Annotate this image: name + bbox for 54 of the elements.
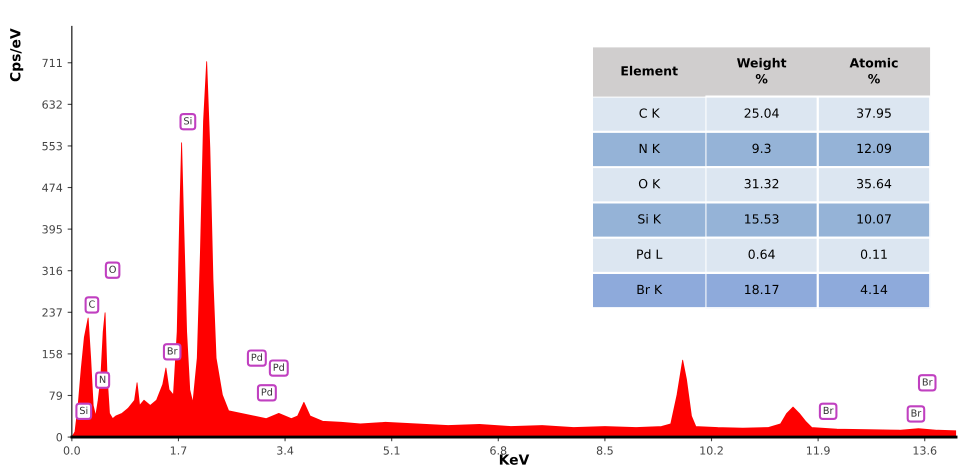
annotation: Br: [922, 378, 933, 386]
x-tick-label: 13.6: [914, 446, 936, 455]
y-axis-title: Element: [622, 66, 678, 76]
y-tick-label: Br K: [637, 284, 662, 294]
data-label: 0.11: [860, 249, 887, 259]
y-axis-title: Cps/eV: [10, 28, 24, 82]
annotation: Pd: [252, 353, 262, 361]
x-tick-label: 1.7: [170, 446, 186, 455]
data-label: 31.32: [744, 178, 778, 188]
y-tick-label: 553: [42, 142, 62, 150]
data-label: 37.95: [857, 108, 891, 118]
y-tick-label: 237: [42, 308, 62, 317]
y-tick-label: Pd L: [637, 249, 662, 259]
x-tick-label: 3.4: [277, 446, 294, 455]
data-label: 9.3: [752, 144, 771, 154]
data-label: 35.64: [857, 178, 892, 188]
annotation: Br: [912, 410, 922, 417]
y-tick-label: N K: [640, 144, 660, 153]
x-tick-label: 5.1: [384, 446, 400, 455]
x-tick-label: 10.2: [700, 446, 723, 455]
x-axis-title: KeV: [500, 454, 530, 465]
annotation: Br: [824, 406, 834, 414]
y-tick-label: O K: [638, 178, 660, 188]
data-label: 0.64: [748, 249, 775, 259]
y-tick-label: Si K: [638, 214, 662, 224]
y-tick-label: 474: [42, 184, 62, 192]
annotation: N: [100, 376, 106, 383]
x-tick-label: Atomic %: [850, 58, 898, 84]
y-tick-label: 0: [56, 433, 62, 442]
y-tick-label: 316: [42, 266, 62, 276]
x-tick-label: 6.8: [490, 446, 506, 455]
annotation: C: [89, 300, 95, 308]
data-label: 4.14: [860, 284, 888, 294]
annotation: Si: [80, 406, 88, 414]
y-tick-label: 158: [42, 350, 62, 358]
x-tick-label: 8.5: [596, 446, 613, 455]
data-label: 10.07: [857, 214, 891, 224]
x-tick-label: 11.9: [806, 446, 830, 455]
x-tick-label: 0.0: [64, 446, 80, 455]
data-label: 15.53: [745, 214, 778, 224]
y-tick-label: C K: [639, 108, 660, 118]
data-label: 12.09: [857, 144, 892, 154]
annotation: Br: [168, 347, 178, 354]
y-tick-label: 79: [50, 391, 62, 400]
y-tick-label: 632: [42, 100, 62, 109]
annotation: O: [109, 266, 116, 274]
x-tick-label: Weight %: [737, 58, 786, 84]
data-label: 18.17: [745, 284, 778, 294]
annotation: Pd: [262, 388, 272, 396]
annotation: Pd: [274, 363, 284, 371]
data-label: 25.04: [744, 108, 779, 118]
y-tick-label: 711: [42, 58, 62, 67]
annotation: Si: [184, 117, 192, 125]
y-tick-label: 395: [42, 225, 62, 234]
